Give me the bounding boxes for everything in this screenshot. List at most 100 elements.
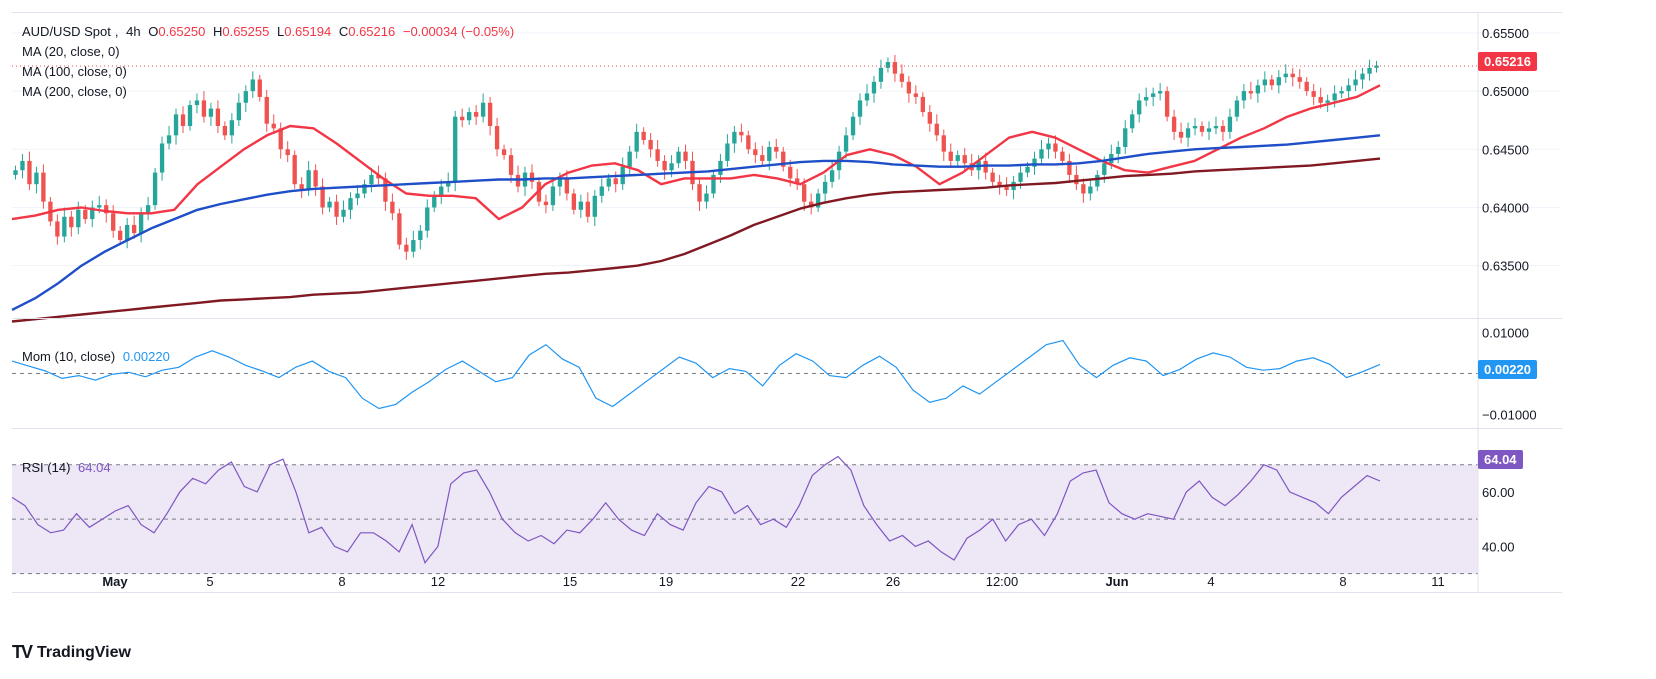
candle-body [278, 128, 283, 150]
candle-body [899, 73, 905, 82]
candle-body [774, 146, 779, 152]
candle-body [131, 224, 137, 234]
candle-body [934, 123, 939, 136]
close-value: 0.65216 [348, 24, 396, 39]
high-label: H [212, 24, 223, 39]
candle-body [501, 149, 507, 156]
candle-body [236, 102, 242, 121]
tradingview-icon: TV [12, 642, 33, 662]
candle-body [927, 112, 932, 124]
candle-body [732, 131, 737, 144]
candle-body [432, 195, 437, 208]
tradingview-logo[interactable]: TV TradingView [12, 642, 131, 663]
candle-body [676, 151, 681, 164]
candle-body [118, 230, 123, 241]
candle-body [1220, 126, 1226, 132]
candle-body [187, 105, 193, 127]
symbol-row[interactable]: AUD/USD Spot, 4h O0.65250 H0.65255 L0.65… [22, 22, 518, 42]
candle-body [802, 184, 807, 202]
low-label: L [276, 24, 285, 39]
open-label: O [148, 24, 159, 39]
candle-body [613, 178, 618, 185]
candle-body [725, 143, 730, 161]
candle-body [1053, 143, 1058, 152]
rsi-line [11, 455, 1381, 565]
candle-body [1346, 85, 1351, 92]
candle-body [1283, 73, 1288, 78]
candle-body [1374, 65, 1379, 68]
candle-body [76, 209, 81, 228]
time-tick-label: 12 [431, 574, 445, 589]
rsi-value: 64.04 [78, 460, 111, 475]
candle-body [271, 123, 276, 129]
candle-body [990, 172, 995, 182]
candle-body [1144, 96, 1149, 101]
candle-body [920, 96, 926, 113]
candle-body [1095, 174, 1100, 187]
candle-body [669, 163, 674, 171]
candle-body [341, 209, 346, 217]
candle-body [1171, 116, 1177, 132]
candle-body [466, 112, 472, 121]
interval: 4h [126, 24, 141, 39]
ma200-legend[interactable]: MA (200, close, 0) [22, 84, 127, 99]
candle-body [543, 201, 549, 206]
candle-body [327, 201, 332, 208]
candle-body [292, 155, 297, 185]
price-tick-label: 0.63500 [1482, 259, 1529, 274]
candle-body [1185, 128, 1191, 138]
candle-body [180, 114, 186, 127]
candle-body [362, 184, 367, 194]
time-tick-label: 11 [1431, 574, 1445, 589]
candle-body [473, 112, 479, 117]
candle-body [97, 205, 102, 208]
ma100-legend[interactable]: MA (100, close, 0) [22, 64, 127, 79]
time-tick-label: 8 [1339, 574, 1346, 589]
candle-body [1234, 100, 1240, 117]
candle-body [1318, 96, 1323, 103]
price-tick-label: 0.64000 [1482, 200, 1529, 215]
candle-body [460, 116, 465, 121]
momentum-legend[interactable]: Mom (10, close) 0.00220 [22, 347, 174, 367]
brand-name: TradingView [37, 643, 131, 661]
candle-body [425, 207, 430, 231]
candle-body [739, 131, 744, 136]
candle-body [634, 131, 639, 152]
candle-body [257, 79, 262, 97]
ma20-legend[interactable]: MA (20, close, 0) [22, 44, 120, 59]
rsi-label: RSI (14) [22, 460, 71, 475]
candle-body [871, 81, 877, 94]
candle-body [1367, 67, 1372, 74]
rsi-legend[interactable]: RSI (14) 64.04 [22, 458, 115, 478]
candle-body [404, 244, 409, 252]
candle-body [1018, 172, 1023, 182]
candle-body [1325, 100, 1330, 103]
candle-body [194, 100, 200, 106]
candle-body [1060, 151, 1065, 161]
candle-body [850, 116, 856, 136]
mom-tick-label: 0.01000 [1482, 325, 1529, 340]
candle-body [718, 160, 723, 175]
candle-body [13, 170, 18, 175]
candle-body [564, 178, 570, 194]
mom-pane-border [12, 318, 1562, 319]
candle-body [104, 205, 109, 214]
mom-label: Mom (10, close) [22, 349, 116, 364]
symbol-name: AUD/USD Spot [22, 24, 111, 39]
candle-body [1339, 91, 1344, 94]
candle-body [648, 139, 653, 150]
candle-body [1164, 91, 1170, 117]
candle-body [173, 114, 179, 136]
candle-body [264, 96, 269, 124]
candle-body [550, 186, 556, 206]
main-legend: AUD/USD Spot, 4h O0.65250 H0.65255 L0.65… [22, 22, 518, 102]
candle-body [1137, 100, 1142, 115]
candle-body [1304, 81, 1309, 92]
time-tick-label: 22 [791, 574, 805, 589]
candle-body [159, 143, 165, 173]
candle-body [795, 178, 800, 185]
candle-body [243, 91, 248, 103]
candle-body [62, 216, 67, 237]
open-value: 0.65250 [158, 24, 206, 39]
